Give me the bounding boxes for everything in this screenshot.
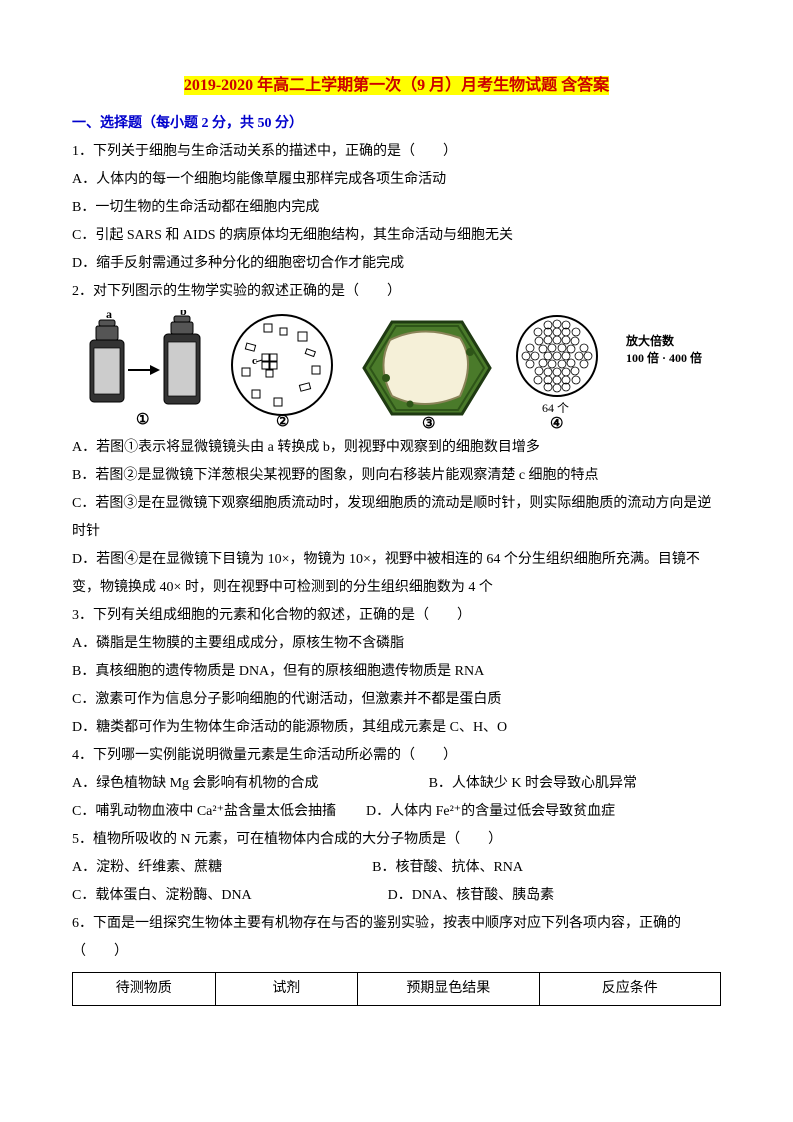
q4-opt-c: C．哺乳动物血液中 Ca²⁺盐含量太低会抽搐 <box>72 804 336 819</box>
q2-fig2: c ② <box>212 310 352 430</box>
q1-opt-b: B．一切生物的生命活动都在细胞内完成 <box>72 194 721 222</box>
q1-opt-d: D．缩手反射需通过多种分化的细胞密切合作才能完成 <box>72 250 721 278</box>
q3-opt-b: B．真核细胞的遗传物质是 DNA，但有的原核细胞遗传物质是 RNA <box>72 658 721 686</box>
q2-opt-b: B．若图②是显微镜下洋葱根尖某视野的图象，则向右移装片能观察清楚 c 细胞的特点 <box>72 462 721 490</box>
q5-opt-a: A．淀粉、纤维素、蔗糖 <box>72 860 222 875</box>
q1-opt-a: A．人体内的每一个细胞均能像草履虫那样完成各项生命活动 <box>72 166 721 194</box>
q2-stem: 2．对下列图示的生物学实验的叙述正确的是（ ） <box>72 278 721 306</box>
page-title: 2019-2020 年高二上学期第一次（9 月）月考生物试题 含答案 <box>72 70 721 102</box>
svg-text:c: c <box>252 355 257 367</box>
table-row: 待测物质 试剂 预期显色结果 反应条件 <box>73 973 721 1006</box>
q6-th-3: 预期显色结果 <box>358 973 539 1006</box>
q2-opt-a: A．若图①表示将显微镜镜头由 a 转换成 b，则视野中观察到的细胞数目增多 <box>72 434 721 462</box>
q4-stem: 4．下列哪一实例能说明微量元素是生命活动所必需的（ ） <box>72 742 721 770</box>
q4-row2: C．哺乳动物血液中 Ca²⁺盐含量太低会抽搐 D．人体内 Fe²⁺的含量过低会导致… <box>72 798 721 826</box>
q3-opt-c: C．激素可作为信息分子影响细胞的代谢活动，但激素并不都是蛋白质 <box>72 686 721 714</box>
fig4-label-1: 放大倍数 <box>626 333 702 350</box>
title-text: 2019-2020 年高二上学期第一次（9 月）月考生物试题 含答案 <box>184 76 609 95</box>
q6-stem: 6．下面是一组探究生物体主要有机物存在与否的鉴别实验，按表中顺序对应下列各项内容… <box>72 910 721 966</box>
q2-fig1: a b ① <box>72 310 212 430</box>
svg-text:b: b <box>180 310 187 318</box>
q4-opt-b: B．人体缺少 K 时会导致心肌异常 <box>429 776 637 791</box>
svg-text:①: ① <box>136 412 149 428</box>
svg-text:③: ③ <box>422 416 435 430</box>
q6-th-4: 反应条件 <box>539 973 720 1006</box>
q2-fig4-labels: 放大倍数 100 倍 · 400 倍 <box>626 333 702 367</box>
q3-opt-a: A．磷脂是生物膜的主要组成成分，原核生物不含磷脂 <box>72 630 721 658</box>
q4-opt-a: A．绿色植物缺 Mg 会影响有机物的合成 <box>72 776 319 791</box>
q3-stem: 3．下列有关组成细胞的元素和化合物的叙述，正确的是（ ） <box>72 602 721 630</box>
q2-opt-c: C．若图③是在显微镜下观察细胞质流动时，发现细胞质的流动是顺时针，则实际细胞质的… <box>72 490 721 546</box>
svg-text:②: ② <box>276 414 289 430</box>
q4-row1: A．绿色植物缺 Mg 会影响有机物的合成 B．人体缺少 K 时会导致心肌异常 <box>72 770 721 798</box>
q6-th-2: 试剂 <box>215 973 358 1006</box>
q2-fig4: 64 个 ④ <box>502 310 622 430</box>
q6-th-1: 待测物质 <box>73 973 216 1006</box>
svg-text:④: ④ <box>550 416 563 430</box>
q2-figure-row: a b ① <box>72 310 721 430</box>
q5-opt-c: C．载体蛋白、淀粉酶、DNA <box>72 888 252 903</box>
q6-table: 待测物质 试剂 预期显色结果 反应条件 <box>72 972 721 1006</box>
q5-row2: C．载体蛋白、淀粉酶、DNA D．DNA、核苷酸、胰岛素 <box>72 882 721 910</box>
q5-opt-d: D．DNA、核苷酸、胰岛素 <box>388 888 554 903</box>
q5-row1: A．淀粉、纤维素、蔗糖 B．核苷酸、抗体、RNA <box>72 854 721 882</box>
q2-opt-d: D．若图④是在显微镜下目镜为 10×，物镜为 10×，视野中被相连的 64 个分… <box>72 546 721 602</box>
q5-stem: 5．植物所吸收的 N 元素，可在植物体内合成的大分子物质是（ ） <box>72 826 721 854</box>
svg-text:64 个: 64 个 <box>542 401 569 415</box>
q2-fig3: ③ <box>352 310 502 430</box>
q4-opt-d: D．人体内 Fe²⁺的含量过低会导致贫血症 <box>366 804 615 819</box>
q1-stem: 1．下列关于细胞与生命活动关系的描述中，正确的是（ ） <box>72 138 721 166</box>
q5-opt-b: B．核苷酸、抗体、RNA <box>372 860 523 875</box>
fig4-label-2: 100 倍 · 400 倍 <box>626 350 702 367</box>
svg-text:a: a <box>106 310 112 321</box>
q1-opt-c: C．引起 SARS 和 AIDS 的病原体均无细胞结构，其生命活动与细胞无关 <box>72 222 721 250</box>
section-1-header: 一、选择题（每小题 2 分，共 50 分） <box>72 110 721 138</box>
q3-opt-d: D．糖类都可作为生物体生命活动的能源物质，其组成元素是 C、H、O <box>72 714 721 742</box>
